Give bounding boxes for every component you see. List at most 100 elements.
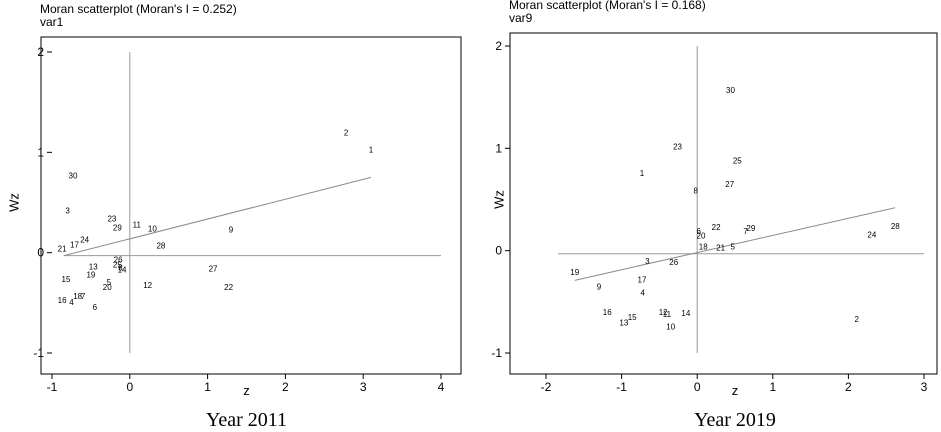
point-label: 18 (699, 243, 708, 252)
point-label: 26 (669, 258, 678, 267)
y-tick-label: 0 (37, 246, 44, 260)
point-label: 21 (716, 244, 725, 253)
point-label: 21 (58, 245, 67, 254)
point-label: 20 (103, 283, 112, 292)
point-label: 8 (693, 186, 698, 195)
point-label: 23 (107, 215, 116, 224)
point-label: 5 (107, 278, 112, 287)
point-label: 25 (113, 261, 122, 270)
x-tick-label: 3 (360, 380, 367, 394)
plot-frame (40, 36, 462, 375)
point-label: 27 (209, 265, 218, 274)
y-tick-label: 0 (495, 244, 502, 258)
point-label: 4 (69, 298, 74, 307)
point-label: 18 (73, 292, 82, 301)
x-tick-label: 1 (769, 380, 776, 394)
point-label: 4 (641, 289, 646, 298)
point-label: 17 (638, 275, 647, 284)
point-label: 15 (62, 275, 71, 284)
y-tick-label: -1 (33, 346, 44, 360)
regression-line (63, 176, 372, 257)
point-label: 15 (628, 313, 637, 322)
point-label: 26 (114, 256, 123, 265)
point-label: 2 (344, 128, 349, 137)
x-tick-label: -1 (47, 380, 58, 394)
x-tick-label: 2 (282, 380, 289, 394)
plot-frame (509, 32, 938, 375)
chart-title: Moran scatterplot (Moran's I = 0.168) (509, 0, 706, 12)
point-label: 19 (570, 268, 579, 277)
x-tick-label: 4 (438, 380, 445, 394)
point-label: 14 (681, 309, 690, 318)
point-label: 12 (143, 281, 152, 290)
point-label: 2 (854, 315, 859, 324)
y-tick-label: 2 (37, 45, 44, 59)
chart-subtitle: var9 (509, 11, 533, 25)
point-label: 6 (93, 303, 98, 312)
y-axis-label: Wz (6, 193, 21, 212)
point-label: 24 (867, 230, 876, 239)
point-label: 9 (229, 226, 234, 235)
chart-subtitle: var1 (40, 15, 64, 29)
point-label: 1 (640, 169, 645, 178)
y-axis-label: Wz (491, 190, 506, 209)
y-axis-label-group: Wz (6, 193, 21, 212)
point-label: 3 (65, 207, 70, 216)
moran-scatterplot-2019: Moran scatterplot (Moran's I = 0.168) va… (491, 0, 938, 431)
point-label: 28 (891, 222, 900, 231)
point-label: 17 (70, 241, 79, 250)
point-label: 25 (733, 157, 742, 166)
point-label: 9 (597, 282, 602, 291)
point-label: 10 (666, 322, 675, 331)
point-label: 8 (118, 264, 123, 273)
point-label: 3 (645, 257, 650, 266)
point-label: 19 (86, 271, 95, 280)
y-tick-label: 2 (495, 39, 502, 53)
point-label: 7 (81, 292, 86, 301)
point-label: 11 (133, 221, 142, 230)
point-label: 13 (89, 263, 98, 272)
x-tick-label: 2 (845, 380, 852, 394)
x-tick-label: 0 (126, 380, 133, 394)
point-label: 24 (80, 236, 89, 245)
x-tick-label: 3 (921, 380, 928, 394)
panel-caption: Year 2011 (206, 409, 287, 431)
x-tick-label: -1 (616, 380, 627, 394)
point-label: 29 (113, 224, 122, 233)
point-label: 11 (663, 310, 672, 319)
panel-caption: Year 2019 (694, 409, 776, 431)
point-label: 1 (369, 145, 374, 154)
point-label: 10 (148, 225, 157, 234)
x-tick-label: 1 (204, 380, 211, 394)
point-label: 22 (224, 283, 233, 292)
point-label: 16 (603, 308, 612, 317)
y-tick-label: -1 (491, 346, 502, 360)
point-label: 30 (69, 171, 78, 180)
point-label: 27 (725, 180, 734, 189)
chart-title: Moran scatterplot (Moran's I = 0.252) (40, 2, 237, 16)
x-axis-label: z (243, 383, 250, 398)
point-label: 12 (659, 308, 668, 317)
point-label: 7 (743, 227, 748, 236)
y-tick-label: 1 (495, 141, 502, 155)
point-label: 6 (696, 227, 701, 236)
point-label: 14 (118, 266, 127, 275)
moran-scatterplot-2011: Moran scatterplot (Moran's I = 0.252) va… (6, 2, 462, 431)
x-tick-label: -2 (541, 380, 552, 394)
point-label: 5 (731, 243, 736, 252)
point-label: 13 (619, 318, 628, 327)
point-label: 16 (58, 296, 67, 305)
point-label: 20 (697, 231, 706, 240)
point-label: 23 (673, 142, 682, 151)
point-label: 28 (156, 242, 165, 251)
point-label: 22 (712, 223, 721, 232)
point-label: 29 (746, 224, 755, 233)
y-axis-label-group: Wz (491, 190, 506, 209)
y-tick-label: 1 (37, 145, 44, 159)
regression-line (574, 207, 896, 281)
